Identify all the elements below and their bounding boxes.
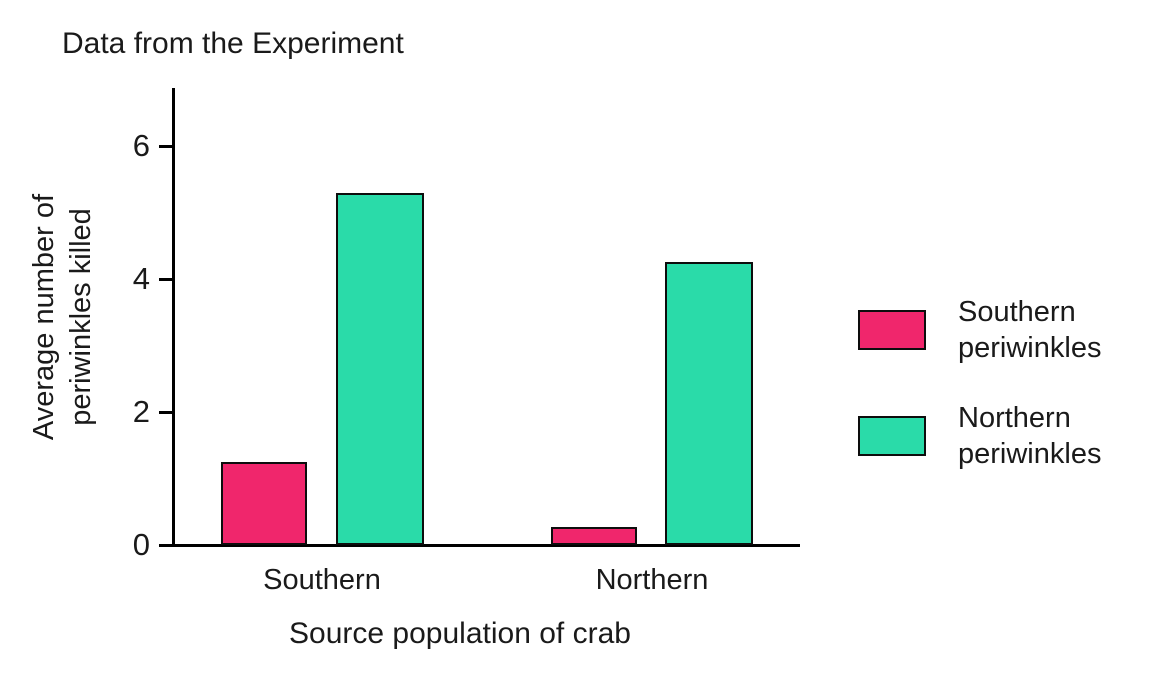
y-tick-label-2: 2 (132, 394, 150, 429)
legend: Southern periwinkles Northern periwinkle… (858, 294, 1158, 506)
legend-item-southern-periwinkles: Southern periwinkles (858, 294, 1158, 366)
bar-southern-crab-southern-periwinkles (221, 461, 307, 545)
bar-northern-crab-northern-periwinkles (665, 262, 753, 545)
legend-swatch-southern-periwinkles (858, 310, 926, 350)
y-tick-mark-6 (159, 144, 175, 148)
y-axis-title: Average number of periwinkles killed (28, 193, 97, 441)
y-axis-line (172, 88, 175, 547)
y-tick-label-4: 4 (132, 261, 150, 296)
y-tick-mark-0 (159, 543, 175, 547)
y-tick-label-0: 0 (132, 527, 150, 562)
legend-item-northern-periwinkles: Northern periwinkles (858, 400, 1158, 472)
bar-southern-crab-northern-periwinkles (336, 192, 424, 545)
y-tick-mark-4 (159, 277, 175, 281)
bar-northern-crab-southern-periwinkles (551, 527, 637, 545)
legend-swatch-northern-periwinkles (858, 416, 926, 456)
y-tick-label-6: 6 (132, 128, 150, 163)
x-axis-line (172, 544, 800, 547)
chart-title: Data from the Experiment (62, 27, 404, 60)
legend-label-southern-periwinkles: Southern periwinkles (958, 296, 1102, 364)
x-axis-title: Source population of crab (289, 617, 631, 650)
x-tick-label-northern: Northern (595, 564, 709, 596)
y-tick-mark-2 (159, 410, 175, 414)
legend-label-northern-periwinkles: Northern periwinkles (958, 402, 1102, 470)
x-tick-label-southern: Southern (263, 564, 381, 596)
